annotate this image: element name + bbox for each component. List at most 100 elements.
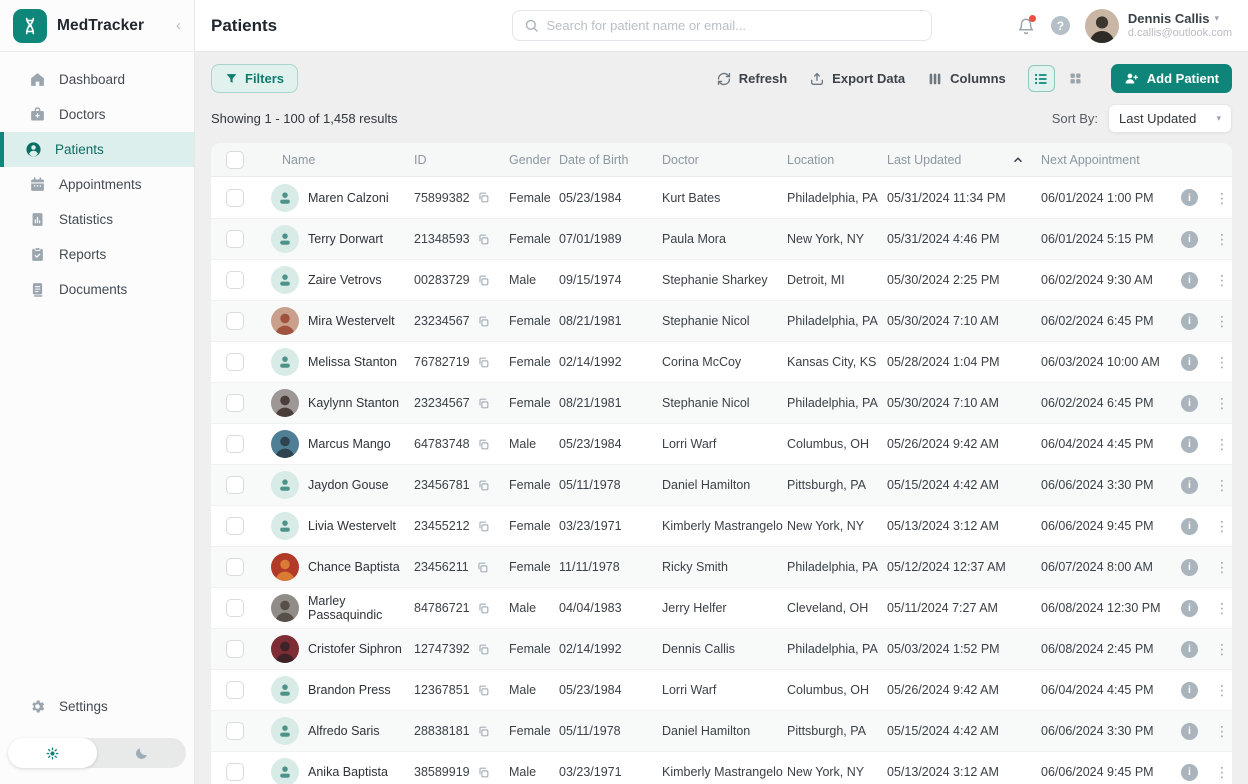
copy-icon[interactable]: [477, 397, 490, 410]
table-row[interactable]: Marcus Mango 64783748 Male 05/23/1984 Lo…: [211, 423, 1232, 464]
row-checkbox[interactable]: [226, 188, 244, 207]
info-button[interactable]: i: [1181, 230, 1198, 248]
copy-icon[interactable]: [477, 643, 490, 656]
table-row[interactable]: Melissa Stanton 76782719 Female 02/14/19…: [211, 341, 1232, 382]
row-checkbox[interactable]: [226, 476, 244, 494]
row-menu-button[interactable]: ⋮: [1215, 189, 1229, 206]
row-checkbox[interactable]: [226, 435, 244, 453]
row-menu-button[interactable]: ⋮: [1215, 477, 1229, 493]
light-mode-toggle[interactable]: [8, 738, 97, 768]
info-button[interactable]: i: [1181, 722, 1198, 740]
search-input[interactable]: [546, 18, 920, 33]
sort-ascending-icon[interactable]: [1012, 154, 1024, 166]
table-row[interactable]: Brandon Press 12367851 Male 05/23/1984 L…: [211, 669, 1232, 710]
grid-view-button[interactable]: [1062, 65, 1089, 92]
row-checkbox[interactable]: [226, 763, 244, 781]
search-box[interactable]: [511, 10, 932, 41]
info-button[interactable]: i: [1181, 394, 1198, 412]
sidebar-item-settings[interactable]: Settings: [0, 689, 194, 724]
info-button[interactable]: i: [1181, 271, 1198, 289]
copy-icon[interactable]: [477, 766, 490, 779]
row-menu-button[interactable]: ⋮: [1215, 436, 1229, 452]
info-button[interactable]: i: [1181, 189, 1198, 206]
sidebar-item-patients[interactable]: Patients: [0, 132, 194, 167]
sidebar-collapse-icon[interactable]: ‹: [176, 17, 181, 34]
dark-mode-toggle[interactable]: [97, 738, 186, 768]
table-row[interactable]: Kaylynn Stanton 23234567 Female 08/21/19…: [211, 382, 1232, 423]
copy-icon[interactable]: [477, 725, 490, 738]
info-button[interactable]: i: [1181, 312, 1198, 330]
user-menu[interactable]: Dennis Callis ▾ d.callis@outlook.com: [1084, 8, 1232, 43]
row-menu-button[interactable]: ⋮: [1215, 641, 1229, 657]
row-checkbox[interactable]: [226, 681, 244, 699]
sort-select[interactable]: Last Updated ▾: [1108, 104, 1232, 133]
copy-icon[interactable]: [477, 315, 490, 328]
export-data-button[interactable]: Export Data: [809, 71, 905, 87]
info-button[interactable]: i: [1181, 435, 1198, 453]
row-menu-button[interactable]: ⋮: [1215, 764, 1229, 780]
info-button[interactable]: i: [1181, 599, 1198, 617]
column-header-doctor[interactable]: Doctor: [662, 152, 699, 167]
copy-icon[interactable]: [477, 520, 490, 533]
row-menu-button[interactable]: ⋮: [1215, 354, 1229, 370]
info-button[interactable]: i: [1181, 517, 1198, 535]
copy-icon[interactable]: [477, 684, 490, 697]
table-row[interactable]: Mira Westervelt 23234567 Female 08/21/19…: [211, 300, 1232, 341]
copy-icon[interactable]: [477, 602, 490, 615]
row-checkbox[interactable]: [226, 599, 244, 617]
select-all-checkbox[interactable]: [226, 150, 244, 169]
row-checkbox[interactable]: [226, 394, 244, 412]
copy-icon[interactable]: [477, 479, 490, 492]
row-checkbox[interactable]: [226, 722, 244, 740]
info-button[interactable]: i: [1181, 681, 1198, 699]
row-checkbox[interactable]: [226, 353, 244, 371]
table-row[interactable]: Jaydon Gouse 23456781 Female 05/11/1978 …: [211, 464, 1232, 505]
table-row[interactable]: Chance Baptista 23456211 Female 11/11/19…: [211, 546, 1232, 587]
row-menu-button[interactable]: ⋮: [1215, 313, 1229, 329]
copy-icon[interactable]: [477, 356, 490, 369]
table-row[interactable]: Livia Westervelt 23455212 Female 03/23/1…: [211, 505, 1232, 546]
row-menu-button[interactable]: ⋮: [1215, 518, 1229, 534]
row-menu-button[interactable]: ⋮: [1215, 395, 1229, 411]
row-checkbox[interactable]: [226, 230, 244, 248]
row-checkbox[interactable]: [226, 517, 244, 535]
row-menu-button[interactable]: ⋮: [1215, 723, 1229, 739]
info-button[interactable]: i: [1181, 763, 1198, 781]
info-button[interactable]: i: [1181, 640, 1198, 658]
sidebar-item-documents[interactable]: Documents: [0, 272, 194, 307]
copy-icon[interactable]: [477, 191, 490, 204]
column-header-location[interactable]: Location: [787, 152, 835, 167]
sidebar-item-reports[interactable]: Reports: [0, 237, 194, 272]
row-menu-button[interactable]: ⋮: [1215, 600, 1229, 616]
copy-icon[interactable]: [477, 233, 490, 246]
table-row[interactable]: Anika Baptista 38589919 Male 03/23/1971 …: [211, 751, 1232, 784]
column-header-next-appointment[interactable]: Next Appointment: [1041, 152, 1140, 167]
sidebar-item-dashboard[interactable]: Dashboard: [0, 62, 194, 97]
table-row[interactable]: Cristofer Siphron 12747392 Female 02/14/…: [211, 628, 1232, 669]
copy-icon[interactable]: [477, 438, 490, 451]
notifications-button[interactable]: [1016, 14, 1036, 36]
column-header-date-of-birth[interactable]: Date of Birth: [559, 152, 629, 167]
row-checkbox[interactable]: [226, 558, 244, 576]
row-menu-button[interactable]: ⋮: [1215, 682, 1229, 698]
table-row[interactable]: Maren Calzoni 75899382 Female 05/23/1984…: [211, 177, 1232, 218]
column-header-id[interactable]: ID: [414, 152, 427, 167]
columns-button[interactable]: Columns: [927, 71, 1006, 87]
refresh-button[interactable]: Refresh: [716, 71, 787, 87]
table-row[interactable]: Terry Dorwart 21348593 Female 07/01/1989…: [211, 218, 1232, 259]
copy-icon[interactable]: [477, 274, 490, 287]
info-button[interactable]: i: [1181, 558, 1198, 576]
theme-toggle[interactable]: [8, 738, 186, 768]
info-button[interactable]: i: [1181, 476, 1198, 494]
row-menu-button[interactable]: ⋮: [1215, 272, 1229, 288]
table-row[interactable]: Alfredo Saris 28838181 Female 05/11/1978…: [211, 710, 1232, 751]
sidebar-item-appointments[interactable]: Appointments: [0, 167, 194, 202]
filters-button[interactable]: Filters: [211, 64, 299, 93]
row-checkbox[interactable]: [226, 640, 244, 658]
row-menu-button[interactable]: ⋮: [1215, 559, 1229, 575]
info-button[interactable]: i: [1181, 353, 1198, 371]
row-checkbox[interactable]: [226, 312, 244, 330]
sidebar-item-statistics[interactable]: Statistics: [0, 202, 194, 237]
column-header-name[interactable]: Name: [282, 152, 316, 167]
row-menu-button[interactable]: ⋮: [1215, 231, 1229, 247]
